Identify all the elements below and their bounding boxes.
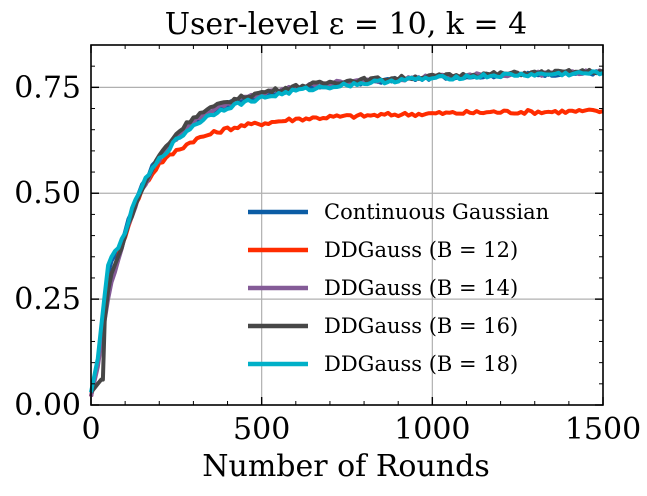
legend-label: DDGauss (B = 16) <box>324 314 518 338</box>
y-tick-label: 0.50 <box>14 176 81 211</box>
x-tick-label: 1000 <box>394 412 470 447</box>
y-tick-label: 0.75 <box>14 70 81 105</box>
legend-label: Continuous Gaussian <box>324 200 549 224</box>
x-tick-label: 0 <box>81 412 100 447</box>
legend: Continuous Gaussian DDGauss (B = 12) DDGau… <box>248 200 549 376</box>
y-tick-label: 0.25 <box>14 282 81 317</box>
legend-label: DDGauss (B = 18) <box>324 352 518 376</box>
axis-ticks: 0 500 1000 1500 0.00 0.25 0.50 0.75 <box>14 45 641 447</box>
series-line <box>89 67 604 394</box>
x-axis-label: Number of Rounds <box>202 449 489 484</box>
series-lines <box>89 67 604 397</box>
chart-title: User-level ε = 10, k = 4 <box>165 7 528 42</box>
x-tick-label: 500 <box>233 412 290 447</box>
plot-frame <box>90 44 604 406</box>
series-line <box>89 107 604 397</box>
y-tick-label: 0.00 <box>14 388 81 423</box>
series-line <box>89 69 604 397</box>
series-line <box>89 69 604 393</box>
legend-label: DDGauss (B = 14) <box>324 276 518 300</box>
series-line <box>89 68 604 397</box>
legend-label: DDGauss (B = 12) <box>324 238 518 262</box>
x-tick-label: 1500 <box>565 412 641 447</box>
grid <box>91 45 603 405</box>
